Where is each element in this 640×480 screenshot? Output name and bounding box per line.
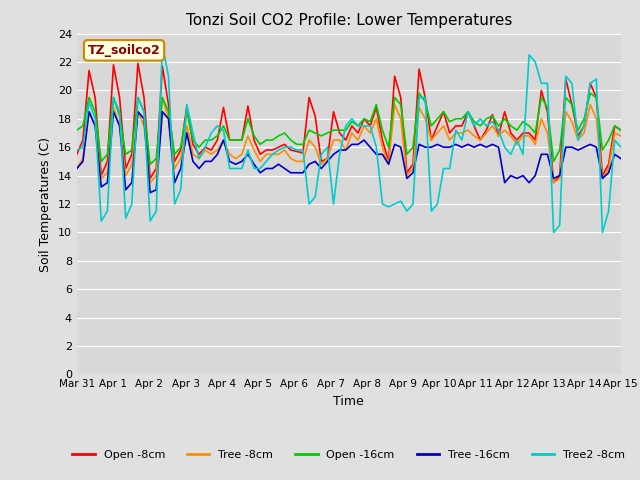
Legend: Open -8cm, Tree -8cm, Open -16cm, Tree -16cm, Tree2 -8cm: Open -8cm, Tree -8cm, Open -16cm, Tree -… bbox=[68, 445, 630, 464]
Text: TZ_soilco2: TZ_soilco2 bbox=[88, 44, 161, 57]
Y-axis label: Soil Temperatures (C): Soil Temperatures (C) bbox=[39, 136, 52, 272]
Title: Tonzi Soil CO2 Profile: Lower Temperatures: Tonzi Soil CO2 Profile: Lower Temperatur… bbox=[186, 13, 512, 28]
X-axis label: Time: Time bbox=[333, 395, 364, 408]
